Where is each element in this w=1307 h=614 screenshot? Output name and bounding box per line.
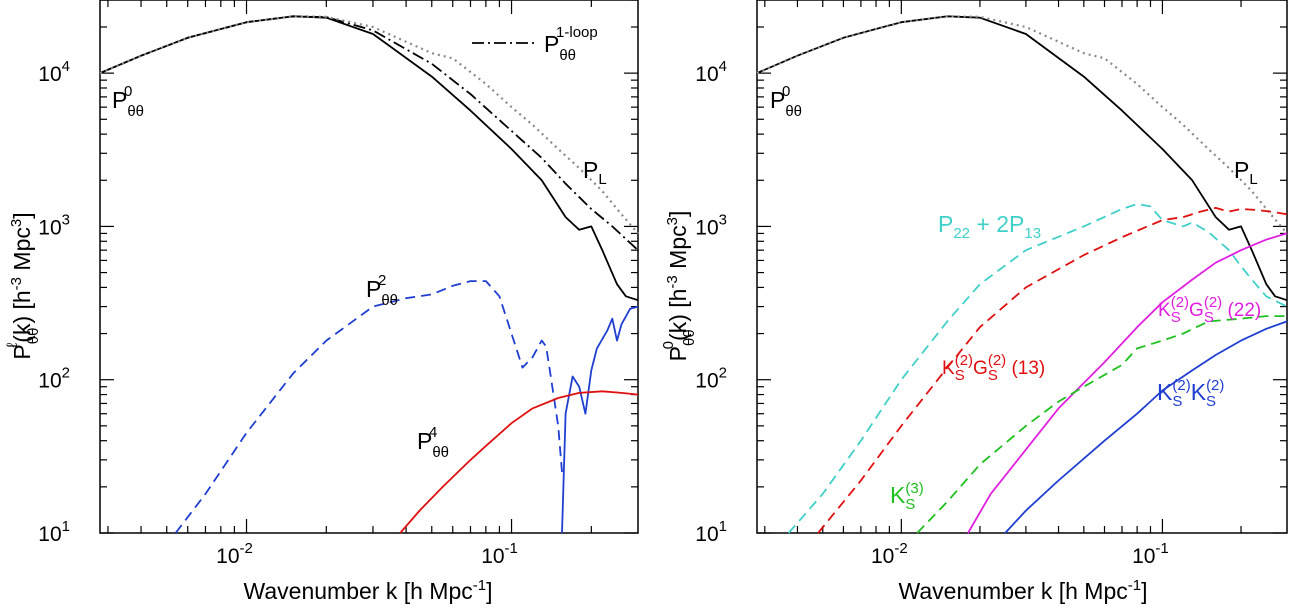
annotation-p2: Pθθ2 [366, 272, 398, 309]
y-tick-label: 102 [695, 365, 727, 393]
series-line [399, 390, 639, 534]
series-line [756, 15, 1288, 235]
y-tick-label: 103 [38, 211, 70, 239]
y-axis-label: Pθθℓ(k) [h-3 Mpc3] [4, 212, 42, 359]
y-tick-label: 101 [38, 518, 70, 546]
annotation-ks2gs2-22: KS(2)GS(2) (22) [1158, 294, 1261, 326]
series-line [787, 203, 1288, 534]
y-tick-label: 102 [38, 365, 70, 393]
y-tick-label: 104 [695, 58, 727, 86]
series-line [99, 15, 639, 302]
y-tick-label: 103 [695, 211, 727, 239]
series-line [561, 305, 639, 534]
series-line [756, 15, 1288, 302]
x-axis-label-right: Wavenumber k [h Mpc-1] [899, 577, 1148, 604]
series-line [1004, 320, 1288, 534]
series-line [967, 232, 1288, 534]
series-line [817, 206, 1288, 534]
plot-frame [99, 0, 639, 534]
annotation-p4: Pθθ4 [417, 424, 449, 461]
annotation-ks3: KS(3) [890, 480, 924, 513]
left-series [99, 15, 639, 534]
legend: Pθθ1-loop [472, 24, 598, 64]
annotation-ks2gs2-13: KS(2)GS(2) (13) [942, 352, 1045, 384]
x-axis-label: Wavenumber k [h Mpc-1] [244, 577, 493, 604]
x-tick-label: 10-1 [1132, 540, 1169, 568]
y-tick-label: 104 [38, 58, 70, 86]
left-axes: 10-2 10-1 101 102 103 104 [38, 0, 639, 568]
annotation-p0: Pθθ0 [112, 83, 144, 120]
annotation-pl-right: PL [1234, 157, 1258, 188]
x-tick-label: 10-2 [216, 540, 253, 568]
x-tick-label: 10-1 [481, 540, 518, 568]
annotation-p0-right: Pθθ0 [770, 83, 802, 120]
x-tick-label: 10-2 [871, 540, 908, 568]
series-line [174, 280, 563, 534]
y-tick-label: 101 [695, 518, 727, 546]
right-axes: 10-2 10-1 101 102 103 104 [695, 0, 1288, 568]
y-axis-label-right: Pθθ0(k) [h-3 Mpc3] [660, 211, 698, 362]
legend-label: Pθθ1-loop [544, 24, 598, 64]
right-series [756, 15, 1288, 534]
series-line [99, 15, 639, 235]
plot-frame [756, 0, 1288, 534]
series-line [916, 315, 1287, 534]
annotation-ks2ks2: KS(2)KS(2) [1157, 377, 1224, 410]
annotation-p22-2p13: P22 + 2P13 [938, 211, 1041, 242]
